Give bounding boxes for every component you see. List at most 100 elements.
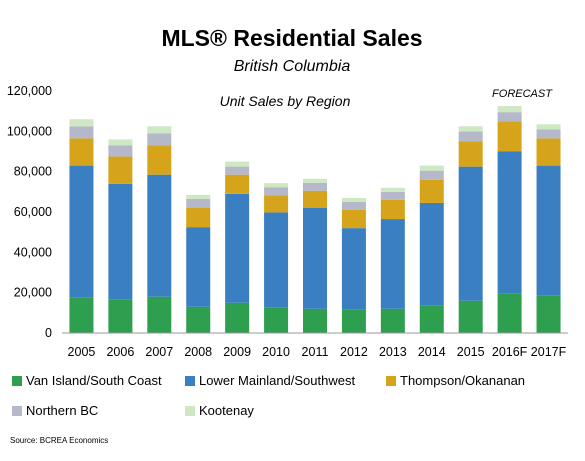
x-tick-label: 2007 bbox=[145, 345, 173, 359]
bar-segment bbox=[303, 207, 327, 309]
bar-segment bbox=[458, 300, 483, 333]
bar-segment bbox=[225, 166, 250, 175]
bar-segment bbox=[69, 138, 94, 166]
bar-segment bbox=[264, 195, 289, 213]
bar-segment bbox=[419, 165, 444, 171]
x-tick-label: 2016F bbox=[492, 345, 528, 359]
bar-segment bbox=[303, 190, 327, 208]
bar-segment bbox=[225, 193, 250, 303]
chart-title: MLS® Residential Sales bbox=[161, 25, 422, 51]
bar-segment bbox=[225, 161, 250, 167]
bar-segment bbox=[303, 308, 327, 333]
bar-segment bbox=[264, 212, 289, 308]
bar-segment bbox=[536, 124, 561, 130]
bar-segment bbox=[497, 151, 522, 294]
bar-segment bbox=[69, 126, 94, 139]
legend-label: Kootenay bbox=[199, 403, 254, 418]
bar-segment bbox=[264, 183, 289, 188]
bar-segment bbox=[147, 126, 172, 134]
legend-swatch bbox=[185, 376, 195, 386]
legend-swatch bbox=[12, 376, 22, 386]
bar-segment bbox=[186, 227, 211, 307]
bar-segment bbox=[497, 121, 522, 152]
bar-segment bbox=[69, 297, 94, 333]
bar-segment bbox=[186, 207, 211, 228]
bar-segment bbox=[186, 198, 211, 208]
bar-segment bbox=[225, 174, 250, 194]
bar-segment bbox=[147, 174, 172, 297]
legend-swatch bbox=[12, 406, 22, 416]
y-axis: 0 20,000 40,000 60,000 80,000 100,000 120,000 bbox=[7, 84, 52, 340]
bar-segment bbox=[69, 119, 94, 127]
bar-segment bbox=[536, 129, 561, 139]
bar-segment bbox=[458, 126, 483, 132]
legend-swatch bbox=[185, 406, 195, 416]
bar-segment bbox=[147, 133, 172, 146]
x-tick-label: 2017F bbox=[531, 345, 567, 359]
y-tick-label: 120,000 bbox=[7, 84, 52, 98]
y-tick-label: 100,000 bbox=[7, 124, 52, 138]
bar-segment bbox=[380, 199, 405, 220]
bar-series-group bbox=[69, 106, 561, 333]
legend: Van Island/South Coast Lower Mainland/Sou… bbox=[12, 373, 525, 418]
bar-segment bbox=[536, 138, 561, 166]
bar-segment bbox=[419, 179, 444, 203]
bar-segment bbox=[380, 187, 405, 192]
bar-segment bbox=[147, 296, 172, 333]
bar-segment bbox=[380, 191, 405, 200]
legend-label: Lower Mainland/Southwest bbox=[199, 373, 355, 388]
bar-segment bbox=[186, 194, 211, 199]
legend-label: Thompson/Okananan bbox=[400, 373, 525, 388]
bar-segment bbox=[303, 178, 327, 183]
bar-segment bbox=[108, 299, 133, 333]
bar-segment bbox=[147, 145, 172, 175]
x-tick-label: 2006 bbox=[106, 345, 134, 359]
bar-segment bbox=[108, 183, 133, 300]
bar-segment bbox=[380, 308, 405, 333]
bar-segment bbox=[341, 197, 366, 202]
y-tick-label: 40,000 bbox=[14, 245, 52, 259]
x-tick-label: 2005 bbox=[68, 345, 96, 359]
bar-segment bbox=[458, 166, 483, 301]
bar-segment bbox=[419, 305, 444, 333]
bar-segment bbox=[497, 293, 522, 333]
bar-segment bbox=[419, 170, 444, 180]
bar-segment bbox=[108, 156, 133, 184]
bar-segment bbox=[69, 165, 94, 298]
x-tick-label: 2010 bbox=[262, 345, 290, 359]
bar-segment bbox=[186, 306, 211, 333]
chart-inner-annotation: Unit Sales by Region bbox=[220, 93, 351, 109]
y-tick-label: 80,000 bbox=[14, 165, 52, 179]
bar-segment bbox=[341, 201, 366, 210]
chart-subtitle: British Columbia bbox=[234, 58, 351, 75]
x-tick-label: 2013 bbox=[379, 345, 407, 359]
bar-segment bbox=[497, 112, 522, 122]
bar-segment bbox=[497, 106, 522, 113]
x-tick-label: 2014 bbox=[418, 345, 446, 359]
x-tick-label: 2009 bbox=[223, 345, 251, 359]
x-axis: 2005 2006 2007 2008 2009 2010 2011 2012 2013 2014… bbox=[62, 332, 568, 359]
x-tick-label: 2015 bbox=[457, 345, 485, 359]
bar-segment bbox=[458, 131, 483, 142]
y-tick-label: 60,000 bbox=[14, 205, 52, 219]
bar-segment bbox=[108, 139, 133, 146]
bar-segment bbox=[225, 302, 250, 333]
bar-segment bbox=[536, 165, 561, 296]
y-tick-label: 20,000 bbox=[14, 286, 52, 300]
legend-swatch bbox=[386, 376, 396, 386]
bar-segment bbox=[419, 202, 444, 306]
bar-segment bbox=[341, 309, 366, 333]
bar-segment bbox=[108, 145, 133, 157]
legend-label: Van Island/South Coast bbox=[26, 373, 162, 388]
bar-segment bbox=[341, 209, 366, 229]
source-note: Source: BCREA Economics bbox=[10, 436, 108, 445]
bar-segment bbox=[380, 219, 405, 309]
bar-segment bbox=[458, 141, 483, 167]
x-tick-label: 2008 bbox=[184, 345, 212, 359]
y-tick-label: 0 bbox=[45, 326, 52, 340]
x-tick-label: 2012 bbox=[340, 345, 368, 359]
forecast-label: FORECAST bbox=[492, 88, 553, 100]
x-tick-label: 2011 bbox=[302, 345, 329, 359]
